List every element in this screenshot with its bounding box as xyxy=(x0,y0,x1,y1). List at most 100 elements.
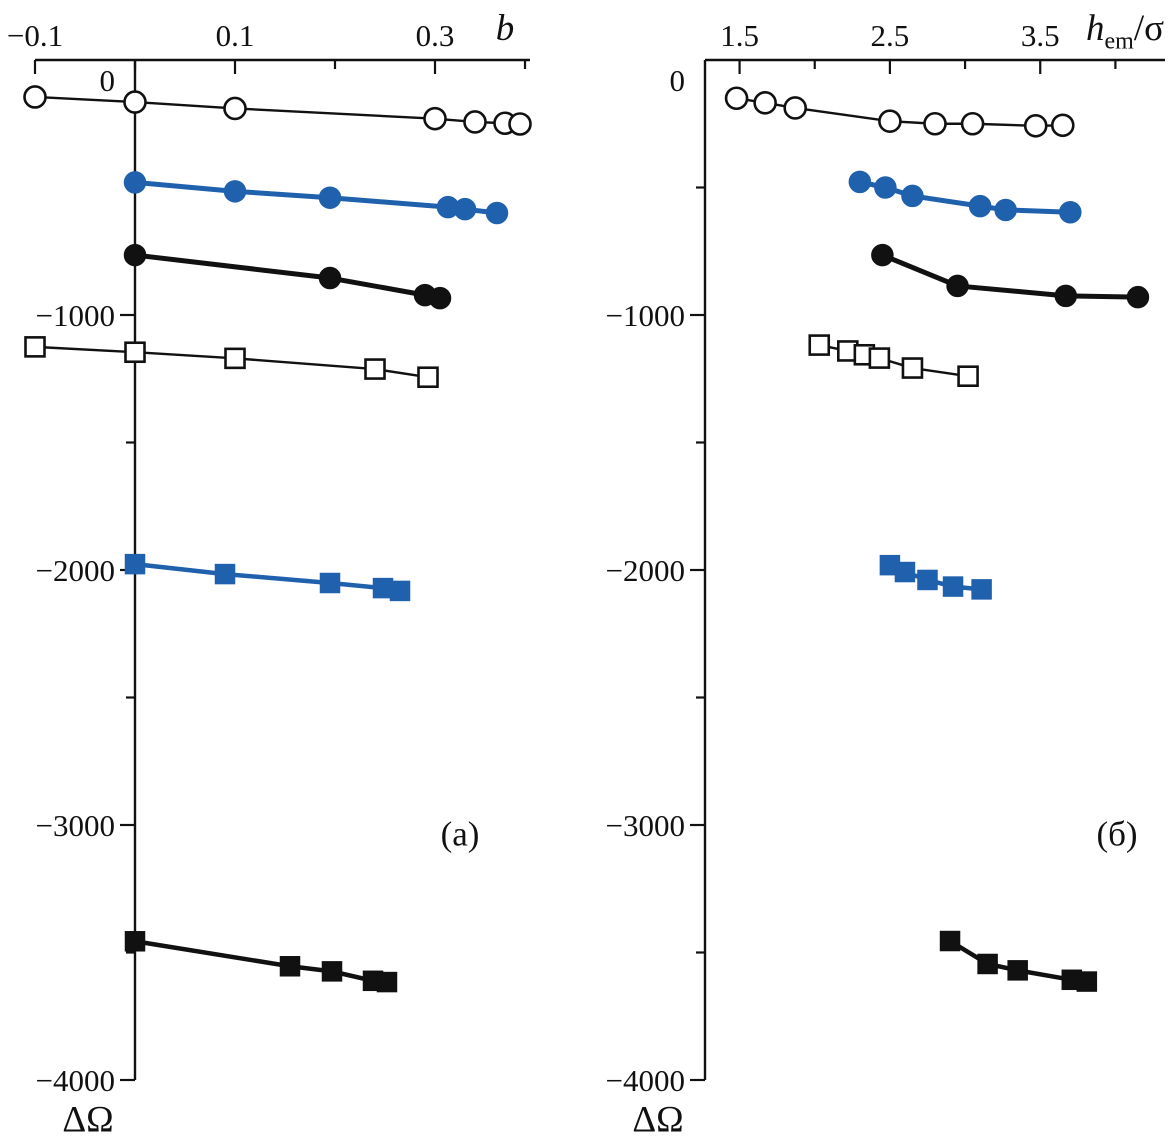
panel-a-xaxis-title: b xyxy=(496,10,515,47)
filled-square-marker xyxy=(124,553,146,575)
filled-square-marker xyxy=(942,576,964,597)
series-black-circles xyxy=(871,243,1150,309)
series-line xyxy=(132,939,390,985)
filled-square-marker xyxy=(319,572,341,594)
y-tick-label: −1000 xyxy=(36,298,115,333)
open-square-marker xyxy=(957,365,979,388)
x-tick-label: 1.5 xyxy=(720,18,759,53)
y-tick-label: −2000 xyxy=(36,553,115,588)
series-black-circles xyxy=(123,243,452,310)
filled-square-marker xyxy=(1076,971,1098,992)
open-circle-marker xyxy=(123,90,147,114)
x-tick-label: 0.3 xyxy=(416,18,455,53)
panel-a-label: (а) xyxy=(440,814,480,854)
filled-circle-marker xyxy=(994,198,1017,222)
y-tick-label: 0 xyxy=(100,63,116,98)
filled-circle-marker xyxy=(901,184,924,208)
series-black-squares xyxy=(939,930,1098,992)
em-subscript: em xyxy=(1104,28,1134,55)
y-tick-label: −2000 xyxy=(606,553,685,588)
open-circle-marker xyxy=(463,110,487,134)
filled-square-marker xyxy=(214,563,236,585)
series-line xyxy=(132,252,443,301)
b-symbol: b xyxy=(495,8,515,49)
filled-square-marker xyxy=(279,956,301,977)
filled-circle-marker xyxy=(223,180,247,203)
open-square-marker xyxy=(808,334,831,356)
y-tick-label: −3000 xyxy=(606,808,685,843)
over-sigma-symbol: /σ xyxy=(1133,8,1165,49)
filled-square-marker xyxy=(977,953,998,975)
panel-b: 1.5 2.5 3.5 0 −1000 −2000 −3000 −4000 xyxy=(606,18,1165,1098)
open-square-marker xyxy=(24,336,46,358)
filled-square-marker xyxy=(124,931,146,952)
filled-circle-marker xyxy=(428,286,452,310)
filled-circle-marker xyxy=(1054,284,1078,308)
filled-circle-marker xyxy=(485,201,509,225)
filled-circle-marker xyxy=(123,243,147,267)
panel-b-label: (б) xyxy=(1096,814,1138,854)
y-tick-label: 0 xyxy=(670,63,686,98)
filled-circle-marker xyxy=(946,274,969,298)
filled-circle-marker xyxy=(848,170,872,194)
filled-circle-marker xyxy=(318,186,342,209)
panel-a-yaxis-title: ΔΩ xyxy=(62,1099,114,1141)
y-tick-label: −3000 xyxy=(36,808,115,843)
panel-b-xaxis-title: hem/σ xyxy=(1086,10,1164,53)
open-square-marker xyxy=(364,358,386,380)
open-circle-marker xyxy=(223,96,247,121)
filled-square-marker xyxy=(321,961,343,982)
filled-circle-marker xyxy=(318,266,342,290)
open-circle-marker xyxy=(783,96,807,120)
open-circle-marker xyxy=(753,91,777,115)
open-circle-marker xyxy=(1023,113,1048,138)
x-tick-label: −0.1 xyxy=(7,18,63,53)
open-circle-marker xyxy=(1050,113,1075,138)
filled-circle-marker xyxy=(123,171,147,194)
filled-circle-marker xyxy=(874,176,897,199)
x-tick-label: 2.5 xyxy=(871,18,910,53)
filled-circle-marker xyxy=(1126,285,1150,309)
open-circle-marker xyxy=(23,85,47,109)
series-blue-squares xyxy=(879,554,992,600)
filled-square-marker xyxy=(389,580,411,602)
filled-circle-marker xyxy=(871,243,894,267)
filled-square-marker xyxy=(971,579,992,600)
filled-square-marker xyxy=(376,971,398,993)
filled-square-marker xyxy=(1007,960,1028,981)
series-blue-circles xyxy=(848,170,1082,224)
series-line xyxy=(132,561,403,594)
open-circle-marker xyxy=(878,109,902,133)
series-open-squares xyxy=(808,334,979,388)
series-open-circles xyxy=(724,86,1075,138)
open-square-marker xyxy=(224,347,246,370)
x-tick-label: 0.1 xyxy=(216,18,255,53)
open-circle-marker xyxy=(960,111,985,136)
series-black-squares xyxy=(124,931,398,993)
y-tick-label: −4000 xyxy=(36,1063,115,1098)
panel-b-yaxis-title: ΔΩ xyxy=(632,1099,684,1141)
series-line xyxy=(879,252,1141,300)
series-open-circles xyxy=(23,85,532,136)
filled-square-marker xyxy=(372,577,394,599)
filled-square-marker xyxy=(917,569,938,591)
open-circle-marker xyxy=(423,106,447,131)
open-square-marker xyxy=(417,366,439,389)
filled-square-marker xyxy=(894,561,916,583)
filled-circle-marker xyxy=(453,197,477,221)
panel-a: −0.1 0.1 0.3 0 −1000 −2000 −3000 −4000 xyxy=(7,18,532,1098)
filled-square-marker xyxy=(939,930,961,952)
series-blue-circles xyxy=(123,171,509,225)
open-square-marker xyxy=(124,341,146,364)
y-tick-label: −4000 xyxy=(606,1063,685,1098)
series-blue-squares xyxy=(124,553,411,602)
open-square-marker xyxy=(901,357,924,379)
open-square-marker xyxy=(868,347,891,369)
series-open-squares xyxy=(24,336,439,389)
open-circle-marker xyxy=(923,111,947,136)
x-tick-label: 3.5 xyxy=(1021,18,1060,53)
filled-circle-marker xyxy=(1059,200,1082,224)
open-circle-marker xyxy=(508,112,532,136)
